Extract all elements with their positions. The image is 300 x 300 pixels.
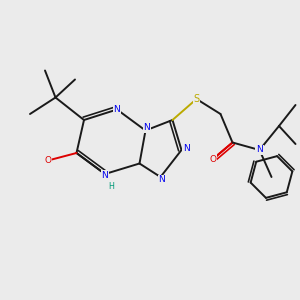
Text: N: N bbox=[114, 105, 120, 114]
Text: O: O bbox=[209, 154, 217, 164]
Text: O: O bbox=[44, 156, 52, 165]
Text: N: N bbox=[256, 146, 263, 154]
Text: N: N bbox=[144, 123, 150, 132]
Text: H: H bbox=[108, 182, 114, 191]
Text: N: N bbox=[183, 144, 189, 153]
Text: S: S bbox=[194, 94, 200, 104]
Text: N: N bbox=[159, 176, 165, 184]
Text: N: N bbox=[102, 171, 108, 180]
